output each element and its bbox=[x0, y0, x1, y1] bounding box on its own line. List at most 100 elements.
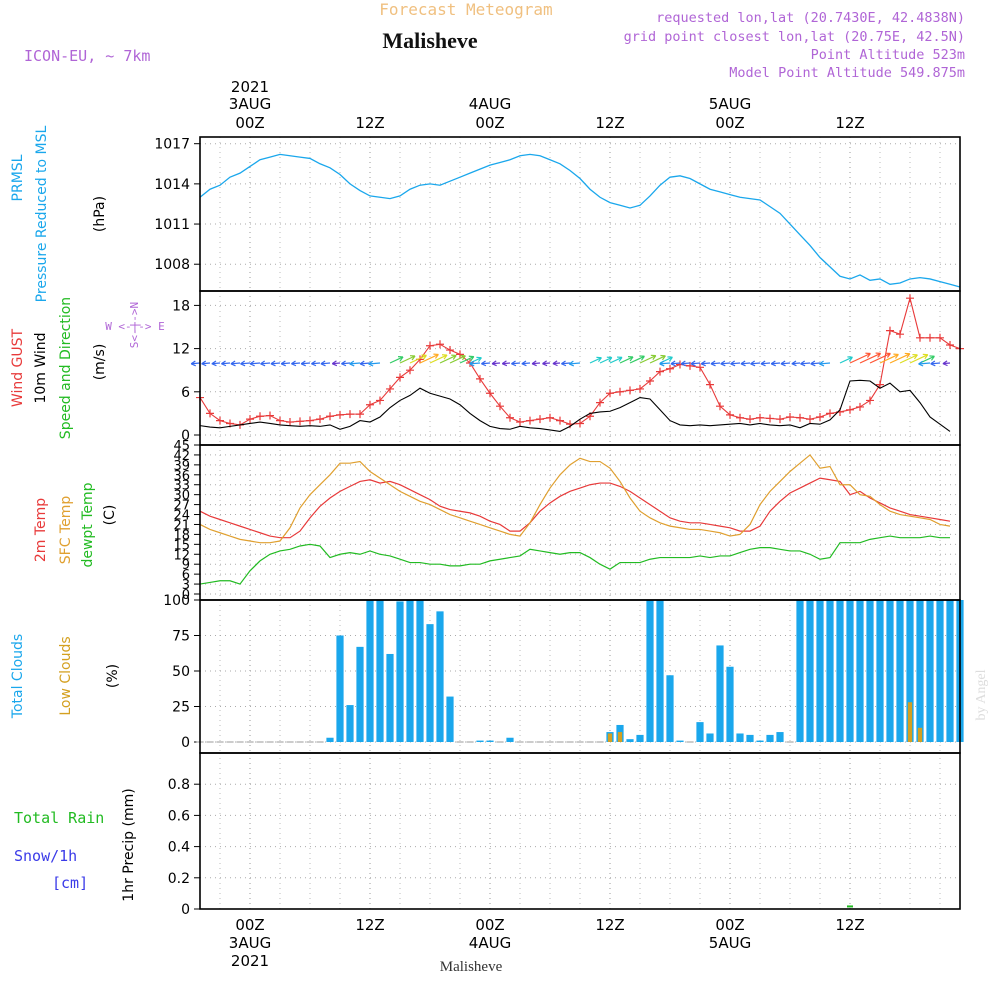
axis-label: Low Clouds bbox=[58, 636, 74, 715]
wind-arrow bbox=[909, 353, 929, 364]
gust-marker bbox=[326, 412, 334, 421]
gust-marker bbox=[336, 410, 344, 419]
wind-arrow-head bbox=[770, 360, 776, 367]
gust-marker bbox=[456, 350, 464, 359]
axis-label: Total Clouds bbox=[10, 634, 26, 719]
gust-marker bbox=[426, 341, 434, 350]
total-cloud-bar bbox=[406, 600, 414, 742]
wind-arrow-shaft bbox=[849, 352, 871, 364]
wind-arrow bbox=[291, 360, 301, 367]
y-tick-label: 6 bbox=[181, 385, 190, 401]
wind-arrow bbox=[700, 360, 711, 367]
gust-marker bbox=[476, 374, 484, 383]
y-tick-label: 25 bbox=[172, 700, 190, 716]
wind-arrow-shaft bbox=[750, 362, 761, 365]
wind-arrow-shaft bbox=[690, 362, 701, 365]
total-cloud-bar bbox=[646, 600, 654, 742]
wind-arrow-head bbox=[476, 356, 482, 363]
axis-label: Pressure Reduced to MSL bbox=[34, 125, 50, 302]
wind-arrow-head bbox=[451, 354, 457, 360]
wind-arrow bbox=[810, 360, 821, 367]
wind-arrow-shaft bbox=[481, 362, 491, 365]
wind-arrow-shaft bbox=[240, 362, 251, 365]
gust-marker bbox=[306, 416, 314, 425]
total-cloud-bar bbox=[756, 740, 764, 742]
wind-arrow-shaft bbox=[561, 362, 571, 365]
y-tick-label: 21 bbox=[173, 518, 190, 533]
wind-arrow bbox=[419, 353, 439, 364]
wind-arrow-shaft bbox=[730, 362, 741, 365]
watermark: by Angel bbox=[974, 669, 989, 720]
wind-arrow-head bbox=[230, 360, 236, 367]
wind-arrow-head bbox=[291, 360, 297, 367]
wind-arrow bbox=[849, 352, 871, 364]
wind-arrow-shaft bbox=[439, 354, 457, 364]
gust-marker bbox=[816, 413, 824, 421]
wind-arrow-head bbox=[481, 360, 487, 367]
gust-marker bbox=[536, 415, 544, 424]
top-hour: 12Z bbox=[355, 114, 384, 132]
wind-arrow bbox=[521, 360, 531, 367]
wind-arrow bbox=[429, 354, 448, 364]
gust-marker bbox=[896, 330, 904, 339]
wind-arrow-shaft bbox=[810, 362, 821, 365]
wind-arrow bbox=[639, 354, 657, 364]
gust-marker bbox=[636, 384, 644, 393]
wind-arrow bbox=[311, 360, 321, 367]
wind-arrow-head bbox=[929, 355, 935, 361]
wind-arrow-head bbox=[552, 360, 558, 367]
gust-marker bbox=[296, 417, 304, 426]
wind-arrow-head bbox=[260, 360, 266, 367]
wind-arrow bbox=[459, 355, 475, 364]
wind-arrow-shaft bbox=[349, 362, 361, 365]
wind-arrow-shaft bbox=[819, 362, 831, 365]
gust-marker bbox=[786, 413, 794, 421]
axis-label: SFC Temp bbox=[58, 496, 74, 565]
info-line: requested lon,lat (20.7430E, 42.4838N) bbox=[656, 10, 965, 26]
total-cloud-bar bbox=[386, 653, 394, 742]
wind-arrow-head bbox=[780, 360, 786, 367]
wind-arrow-head bbox=[561, 360, 567, 367]
total-cloud-bar bbox=[926, 600, 934, 742]
gust-marker bbox=[486, 389, 494, 398]
gust-marker bbox=[286, 418, 294, 427]
wind-arrow-head bbox=[468, 355, 475, 361]
wind-arrow-shaft bbox=[291, 362, 301, 365]
wind-arrow-shaft bbox=[780, 362, 791, 365]
wind-arrow-shaft bbox=[521, 362, 531, 365]
total-cloud-bar bbox=[776, 732, 784, 742]
wind-arrow-shaft bbox=[701, 362, 711, 365]
wind-arrow-shaft bbox=[311, 362, 321, 365]
y-tick-label: 15 bbox=[173, 538, 190, 553]
gust-marker bbox=[516, 418, 524, 427]
wind-arrow-head bbox=[211, 360, 217, 367]
total-cloud-bar bbox=[366, 600, 374, 742]
wind-arrow-shaft bbox=[399, 355, 416, 364]
total-cloud-bar bbox=[856, 600, 864, 742]
wind-arrow-head bbox=[670, 360, 676, 367]
wind-arrow-head bbox=[531, 360, 537, 367]
total-cloud-bar bbox=[446, 696, 454, 742]
wind-arrow-head bbox=[847, 356, 853, 362]
gust-marker bbox=[276, 416, 284, 425]
wind-arrow bbox=[670, 360, 681, 367]
top-date: 4AUG bbox=[469, 95, 511, 113]
total-cloud-bar bbox=[356, 646, 364, 742]
y-tick-label: 0 bbox=[181, 428, 190, 444]
wind-arrow-head bbox=[341, 360, 347, 367]
wind-arrow-head bbox=[918, 360, 924, 367]
gust-marker bbox=[926, 333, 934, 342]
wind-arrow-shaft bbox=[869, 352, 891, 364]
wind-arrow-shaft bbox=[609, 356, 623, 364]
axis-label: Wind GUST bbox=[10, 328, 26, 407]
wind-arrow-shaft bbox=[740, 362, 751, 365]
wind-arrow-shaft bbox=[459, 356, 475, 364]
wind-arrow-head bbox=[331, 360, 338, 367]
y-tick-label: 24 bbox=[173, 509, 190, 524]
total-cloud-bar bbox=[636, 734, 644, 742]
wind-arrow-shaft bbox=[569, 362, 581, 365]
wind-arrow-head bbox=[349, 360, 355, 367]
gust-marker bbox=[216, 416, 224, 425]
wind-arrow-shaft bbox=[419, 353, 439, 364]
